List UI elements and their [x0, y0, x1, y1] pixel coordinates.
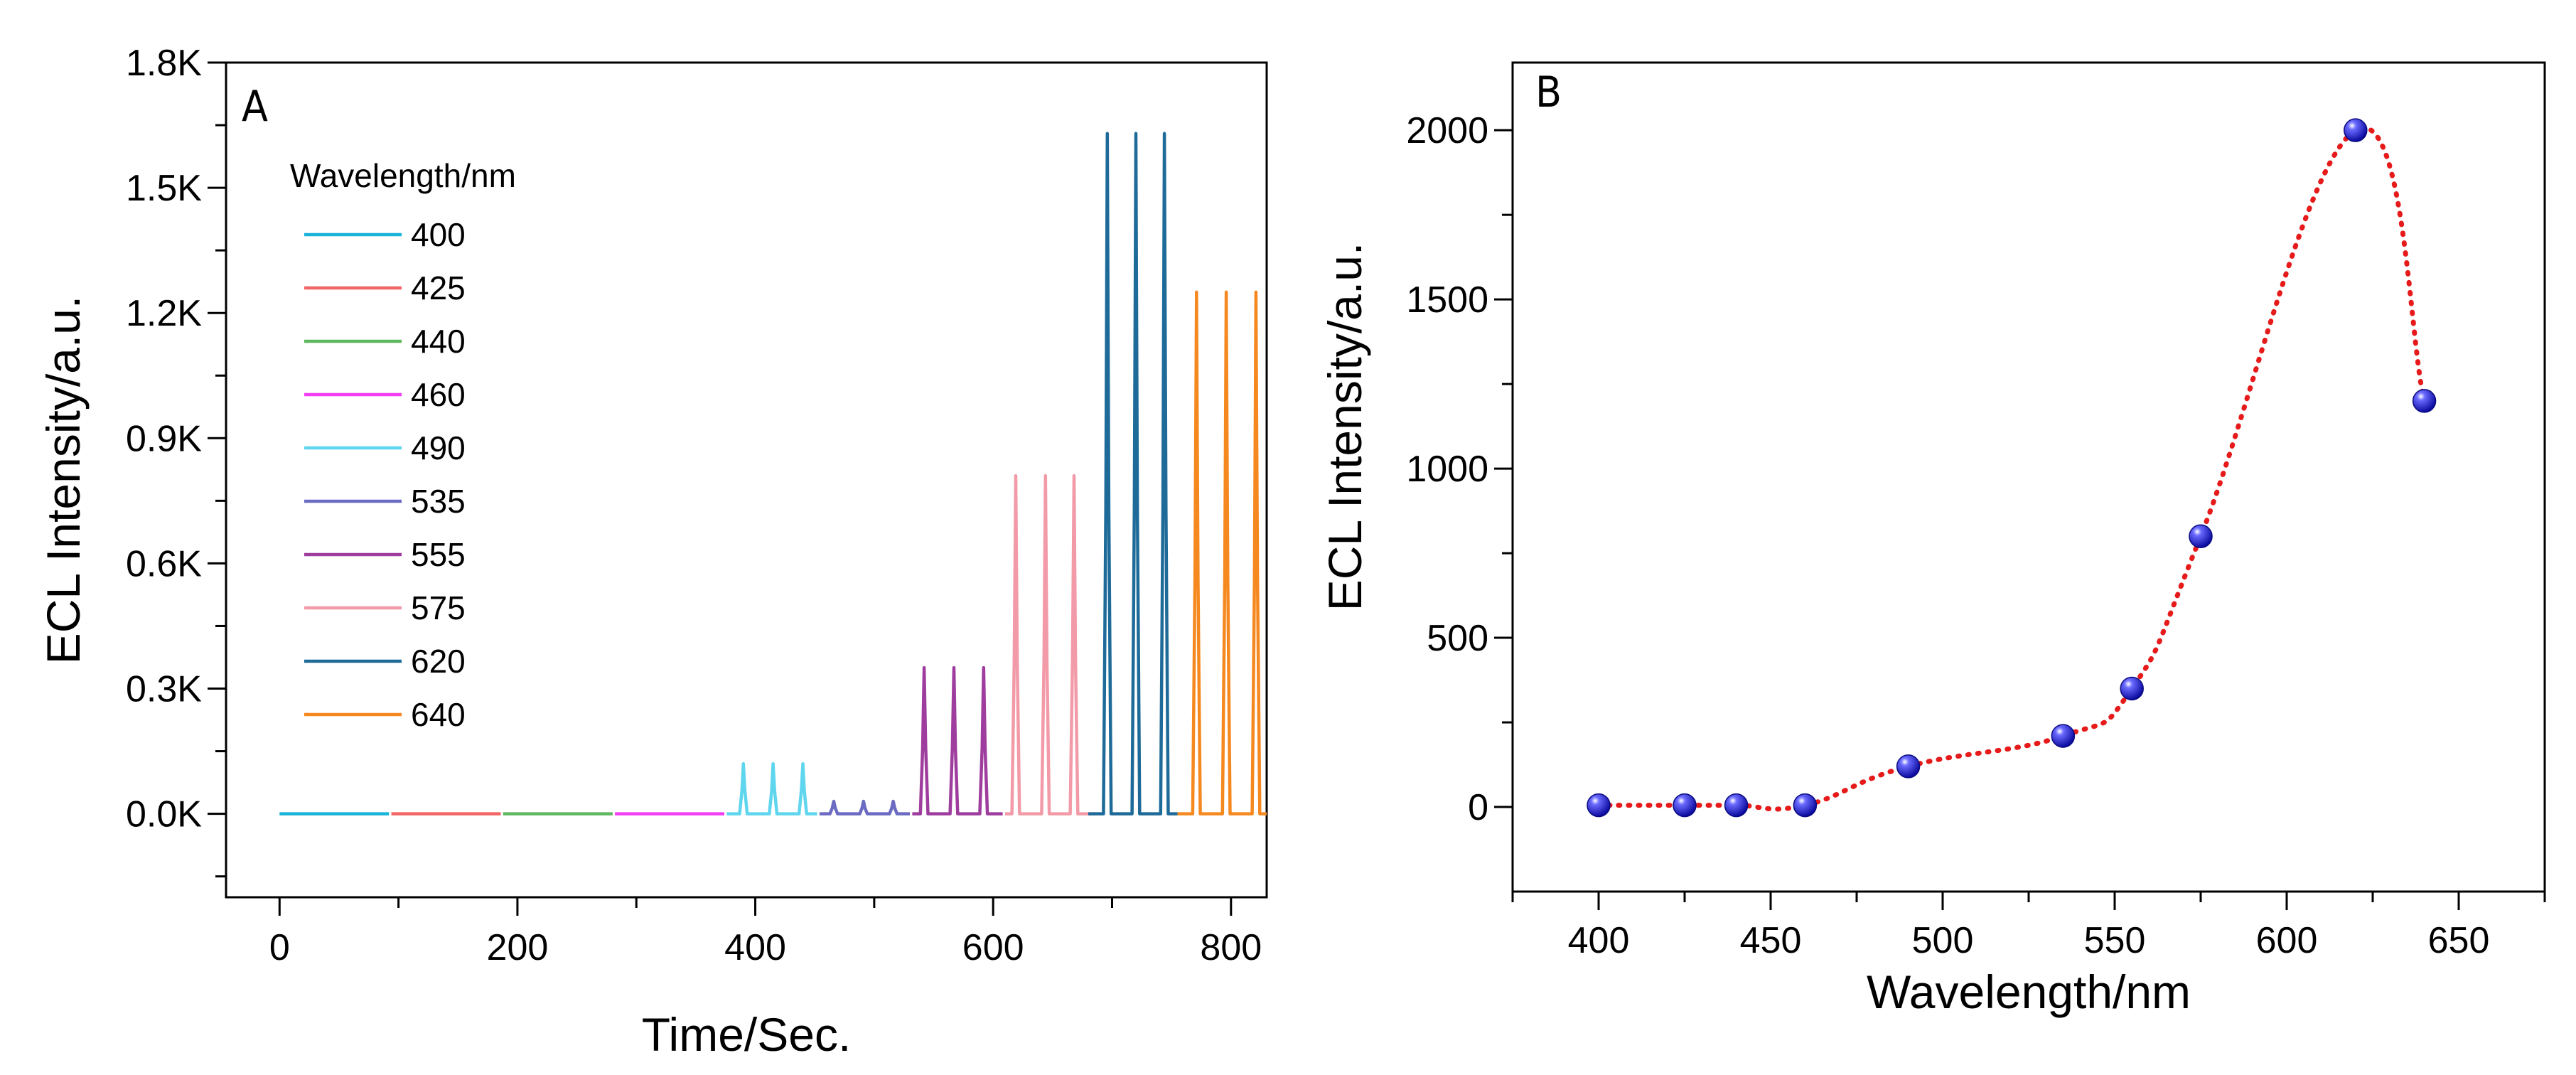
panel-a-y-tick-label: 1.2K	[126, 293, 202, 334]
panel-a-series-575	[1004, 474, 1096, 815]
panel-b-y-tick-label: 1000	[1406, 449, 1488, 490]
panel-a-x-tick-label: 200	[487, 927, 549, 968]
panel-a-legend-label-575: 575	[411, 589, 466, 626]
panel-a-legend-label-425: 425	[411, 269, 466, 306]
panel-a-y-axis-label: ECL Intensity/a.u.	[37, 296, 90, 665]
panel-b-y-tick-label: 2000	[1406, 110, 1488, 151]
panel-b-x-tick-label: 400	[1568, 920, 1630, 961]
panel-a-legend-label-555: 555	[411, 536, 466, 573]
panel-b-points-group	[1587, 118, 2437, 818]
panel-b-data-point	[1587, 793, 1611, 818]
panel-a-plot-frame	[225, 61, 1268, 899]
panel-b-x-tick-label: 650	[2428, 920, 2490, 961]
panel-a-legend-label-490: 490	[411, 429, 466, 466]
panel-a-series-490	[726, 761, 817, 815]
panel-a-x-tick-label: 400	[724, 927, 786, 968]
panel-a-series-640	[1177, 290, 1267, 815]
panel-b-axes: 400 450 500 550 600 650 0 500 1000 1500 2000	[1406, 110, 2546, 961]
panel-a-series-555	[912, 665, 1003, 815]
panel-a: 0 200 400 600 800 0.0K 0.3K 0.6K 0.9K 1.2K 1.5K 1.8…	[37, 43, 1268, 1061]
panel-b-y-tick-label: 0	[1468, 787, 1488, 828]
panel-b-x-axis-label: Wavelength/nm	[1867, 966, 2191, 1018]
panel-a-y-tick-label: 1.8K	[126, 43, 202, 84]
panel-b-x-tick-label: 500	[1912, 920, 1974, 961]
panel-b-fit-curve-group	[1596, 125, 2427, 812]
panel-b-x-tick-label: 550	[2084, 920, 2146, 961]
panel-a-x-tick-label: 0	[269, 927, 290, 968]
panel-a-y-tick-label: 1.5K	[126, 168, 202, 209]
panel-b: 400 450 500 550 600 650 0 500 1000 1500 2000 B Wav…	[1319, 61, 2546, 1018]
panel-b-data-point	[1896, 754, 1921, 779]
panel-b-data-point	[2412, 389, 2437, 413]
panel-b-y-tick-label: 1500	[1406, 279, 1488, 321]
panel-b-data-point	[2051, 724, 2076, 748]
panel-b-plot-frame	[1511, 61, 2546, 893]
panel-a-axes: 0 200 400 600 800 0.0K 0.3K 0.6K 0.9K 1.2K 1.5K 1.8…	[126, 43, 1262, 968]
panel-a-label: A	[242, 82, 268, 132]
panel-a-legend-label-535: 535	[411, 483, 466, 520]
panel-a-legend-label-460: 460	[411, 376, 466, 413]
panel-a-legend-label-640: 640	[411, 696, 466, 733]
panel-a-x-tick-label: 600	[962, 927, 1024, 968]
panel-a-legend-label-400: 400	[411, 216, 466, 253]
panel-a-x-tick-label: 800	[1200, 927, 1262, 968]
panel-b-y-tick-label: 500	[1427, 618, 1488, 659]
panel-b-x-tick-label: 600	[2256, 920, 2318, 961]
panel-a-series-535	[819, 799, 911, 815]
panel-b-data-point	[1724, 793, 1749, 818]
panel-b-data-point	[2120, 676, 2144, 701]
panel-a-legend-title: Wavelength/nm	[290, 157, 516, 194]
panel-a-series-group	[279, 132, 1267, 815]
panel-b-data-point	[2189, 524, 2213, 549]
panel-b-data-point	[1793, 793, 1818, 818]
panel-b-label: B	[1535, 68, 1562, 117]
panel-a-legend-label-620: 620	[411, 643, 466, 680]
panel-a-series-620	[1088, 132, 1178, 815]
panel-a-y-tick-label: 0.3K	[126, 669, 202, 710]
panel-a-y-tick-label: 0.9K	[126, 418, 202, 459]
panel-b-data-point	[2344, 118, 2368, 142]
panel-a-x-axis-label: Time/Sec.	[642, 1008, 852, 1061]
panel-b-x-tick-label: 450	[1740, 920, 1802, 961]
panel-b-y-axis-label: ECL Intensity/a.u.	[1319, 242, 1371, 611]
panel-a-legend-label-440: 440	[411, 323, 466, 360]
panel-a-y-tick-label: 0.0K	[126, 794, 202, 835]
panel-a-legend: Wavelength/nm 400 425 440 460 490 535 555 575 62…	[290, 157, 516, 733]
panel-a-y-tick-label: 0.6K	[126, 543, 202, 584]
panel-b-fit-curve	[1596, 125, 2427, 812]
panel-b-data-point	[1673, 793, 1697, 818]
